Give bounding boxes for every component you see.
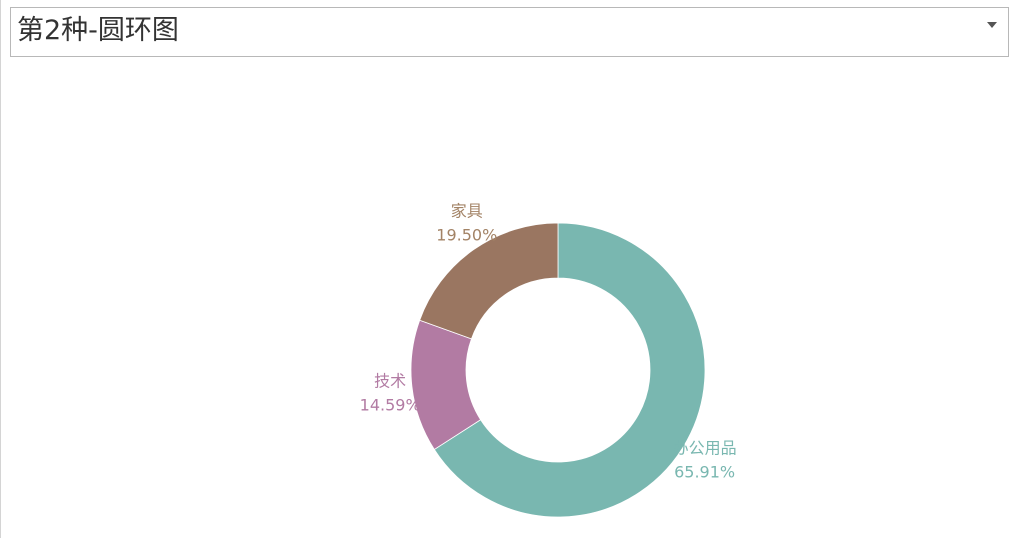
donut-slice-0[interactable] xyxy=(433,222,706,518)
chart-type-dropdown[interactable]: 第2种-圆环图 xyxy=(10,7,1009,57)
slice-percent-label: 14.59% xyxy=(360,396,421,415)
donut-slice-2[interactable] xyxy=(419,222,559,340)
slice-percent-label: 65.91% xyxy=(674,463,735,482)
slice-category-label: 技术 xyxy=(374,372,406,391)
left-border xyxy=(0,0,1,538)
dropdown-selected-value: 第2种-圆环图 xyxy=(17,15,179,46)
slice-category-label: 办公用品 xyxy=(673,439,737,458)
slice-percent-label: 19.50% xyxy=(436,225,497,244)
chevron-down-icon[interactable] xyxy=(987,22,997,28)
slice-category-label: 家具 xyxy=(451,201,483,220)
